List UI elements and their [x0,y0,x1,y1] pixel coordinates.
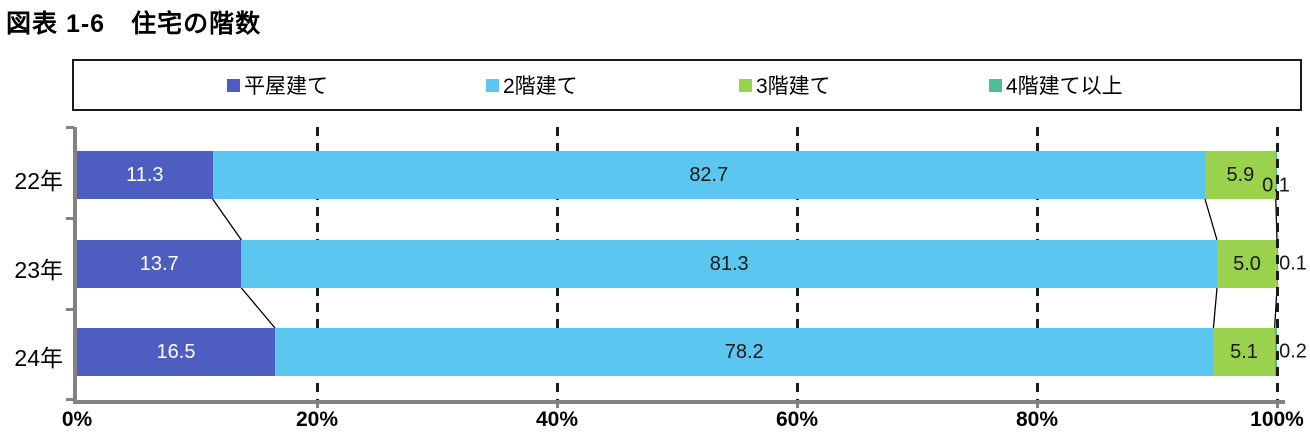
x-axis-tick [1275,404,1279,408]
x-axis-tick [315,404,319,408]
legend-item-label: 3階建て [756,75,831,98]
legend-item: 4階建て以上 [989,61,1123,109]
y-axis-tick [66,217,74,220]
bar-value-label: 5.0 [1233,252,1261,275]
bar-value-label-outside: 0.2 [1279,340,1307,363]
x-axis-label: 100% [1250,408,1304,431]
legend-item: 3階建て [739,61,831,109]
bar-value-label-outside: 0.1 [1262,174,1290,197]
bar-value-label: 16.5 [156,340,196,363]
bar-row: 11.3 82.7 5.9 [77,151,1277,199]
bar-segment: 5.9 [1205,151,1276,199]
x-axis-label: 0% [61,408,93,431]
figure-title: 図表 1-6 住宅の階数 [6,10,262,38]
bar-value-label-outside: 0.1 [1279,252,1307,275]
legend-swatch-icon [227,78,240,92]
y-axis-tick [66,398,74,401]
bar-value-label: 82.7 [689,163,729,186]
x-axis-line [73,400,1285,404]
category-label: 23年 [14,257,63,283]
bar-row: 13.7 81.3 5.0 [77,240,1279,288]
legend-item: 2階建て [486,61,578,109]
legend-swatch-icon [739,78,752,92]
category-label: 22年 [14,168,63,194]
category-label: 24年 [14,345,63,371]
legend-item-label: 4階建て以上 [1006,75,1123,98]
legend: 平屋建て 2階建て 3階建て 4階建て以上 [72,59,1302,111]
bar-segment: 5.1 [1213,328,1275,376]
legend-swatch-icon [486,78,499,92]
x-axis-label: 60% [775,408,819,431]
bar-row: 16.5 78.2 5.1 [77,328,1277,376]
bar-segment: 11.3 [77,151,213,199]
y-axis-tick [66,308,74,311]
legend-item: 平屋建て [227,61,328,109]
bar-value-label: 5.9 [1226,163,1255,186]
legend-item-label: 2階建て [503,75,578,98]
bar-segment: 16.5 [77,328,275,376]
plot-area: 0% 20% 40% 60% 80% 100% 0.1 22年 11.3 82.7 5.9 0.1 23… [14,126,1307,431]
bar-segment: 78.2 [275,328,1214,376]
gridline-100% [1275,127,1279,400]
x-axis-tick [1035,404,1039,408]
x-axis-label: 80% [1015,408,1059,431]
x-axis-tick [555,404,559,408]
legend-swatch-icon [989,78,1002,92]
bar-segment: 5.0 [1217,240,1277,288]
y-axis-tick [66,126,74,129]
bar-value-label: 13.7 [139,252,179,275]
bar-segment: 82.7 [212,151,1205,199]
x-axis-label: 40% [535,408,579,431]
x-axis-tick [795,404,799,408]
bar-segment: 13.7 [77,240,242,288]
x-axis-label: 20% [295,408,339,431]
legend-item-label: 平屋建て [244,75,328,98]
bar-value-label: 5.1 [1230,340,1258,363]
y-axis-line [73,127,77,400]
bar-value-label: 78.2 [724,340,764,363]
bar-segment: 81.3 [241,240,1217,288]
bar-value-label: 11.3 [126,163,164,186]
bar-value-label: 81.3 [709,252,749,275]
